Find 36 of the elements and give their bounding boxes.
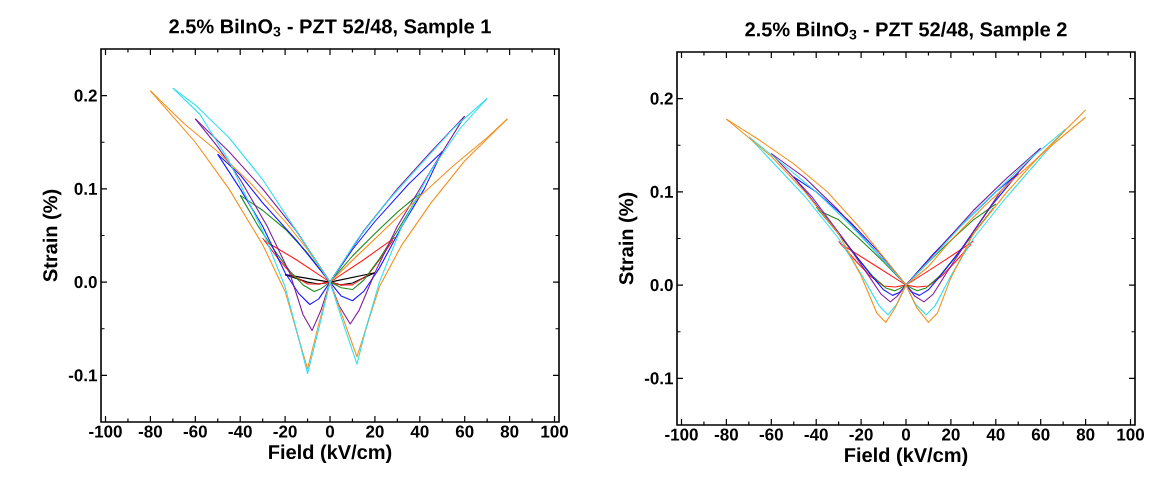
x-tick-label: -40 xyxy=(228,425,252,438)
y-axis-title: Strain (%) xyxy=(42,189,62,282)
y-tick-label: 0.1 xyxy=(74,182,98,195)
x-tick-label: 60 xyxy=(1031,428,1050,441)
x-tick-label: 20 xyxy=(942,428,960,441)
x-tick-label: -60 xyxy=(759,428,783,441)
y-tick-label: 0.2 xyxy=(650,92,673,105)
x-tick-label: 0 xyxy=(901,428,911,441)
x-tick-label: 40 xyxy=(986,428,1005,441)
x-tick-label: -80 xyxy=(714,428,738,441)
y-tick-label: -0.1 xyxy=(68,369,98,382)
x-tick-label: 20 xyxy=(366,425,384,438)
chart-title: 2.5% BiInO$_{3}$ - PZT 52/48, Sample 1 xyxy=(169,18,491,38)
x-tick-label: -80 xyxy=(138,425,162,438)
x-tick-label: 100 xyxy=(541,425,568,438)
x-tick-label: 80 xyxy=(500,425,519,438)
chart-title: 2.5% BiInO$_{3}$ - PZT 52/48, Sample 2 xyxy=(745,21,1067,41)
x-tick-label: -60 xyxy=(183,425,207,438)
x-tick-label: -40 xyxy=(804,428,828,441)
x-tick-label: -20 xyxy=(849,428,873,441)
y-tick-label: -0.1 xyxy=(644,372,673,385)
x-tick-label: -100 xyxy=(665,428,698,441)
x-tick-label: 40 xyxy=(410,425,429,438)
x-tick-label: 0 xyxy=(325,425,335,438)
y-tick-label: 0.2 xyxy=(74,89,97,102)
x-tick-label: -100 xyxy=(89,425,122,438)
y-tick-label: 0.0 xyxy=(650,279,673,292)
x-tick-label: 80 xyxy=(1076,428,1095,441)
x-axis-title: Field (kV/cm) xyxy=(845,447,968,467)
x-tick-label: 100 xyxy=(1117,428,1144,441)
y-tick-label: 0.0 xyxy=(74,276,97,289)
x-tick-label: 60 xyxy=(455,425,474,438)
y-axis-title: Strain (%) xyxy=(618,192,638,285)
x-axis-title: Field (kV/cm) xyxy=(269,444,392,464)
x-tick-label: -20 xyxy=(273,425,297,438)
y-tick-label: 0.1 xyxy=(650,185,673,198)
